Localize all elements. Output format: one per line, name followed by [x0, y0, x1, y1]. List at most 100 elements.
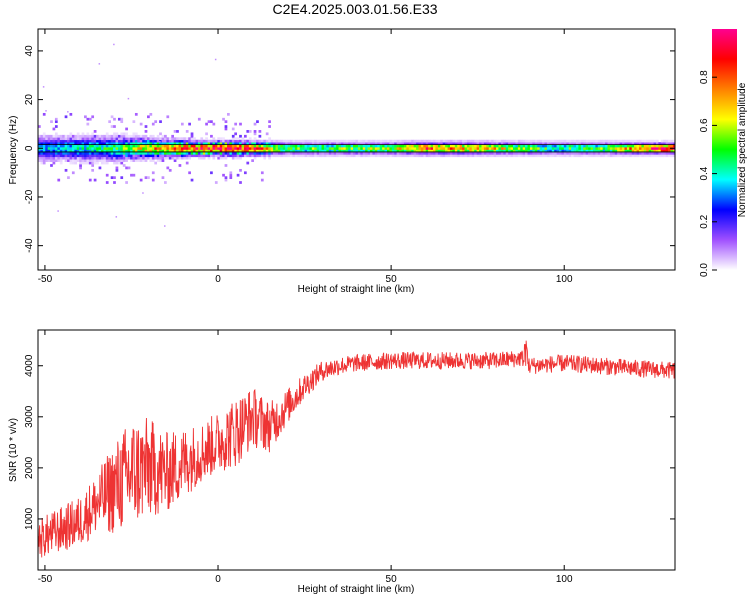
spectrogram-cell	[500, 151, 504, 155]
spectrogram-cell	[384, 154, 388, 158]
spectrogram-cell	[578, 144, 582, 148]
spectrogram-cell	[217, 147, 221, 150]
spectrogram-cell	[486, 147, 490, 150]
spectrogram-cell	[164, 142, 167, 145]
spectrogram-cell	[132, 142, 136, 145]
spectrogram-cell	[537, 144, 540, 148]
spectrogram-cell	[503, 151, 507, 155]
spectrogram-cell	[350, 144, 354, 148]
spectrogram-cell	[253, 130, 257, 133]
spectrogram-cell	[88, 144, 92, 148]
spectrogram-cell	[69, 132, 73, 136]
spectrogram-cell	[127, 134, 131, 138]
spectrogram-cell	[452, 154, 456, 158]
spectrogram-cell	[413, 144, 417, 148]
spectrogram-cell	[239, 122, 242, 126]
spectrogram-cell	[612, 154, 616, 158]
spectrogram-cell	[214, 139, 218, 143]
spectrogram-cell	[660, 144, 664, 148]
spectrogram-cell	[609, 144, 613, 148]
spectrogram-cell	[52, 159, 56, 162]
spectrogram-cell	[79, 151, 82, 155]
spectrogram-cell	[508, 144, 511, 148]
spectrogram-cell	[205, 132, 208, 136]
spectrogram-cell	[609, 147, 613, 150]
spectrogram-cell	[190, 132, 194, 136]
spectrogram-cell	[197, 151, 201, 155]
spectrogram-cell	[602, 139, 606, 143]
spectrogram-cell	[306, 142, 310, 145]
spectrogram-cell	[428, 149, 431, 153]
spectrogram-cell	[370, 151, 373, 155]
y-tick-label: 40	[24, 45, 35, 57]
spectrogram-cell	[241, 137, 245, 141]
spectrogram-cell	[529, 151, 533, 155]
spectrogram-cell	[544, 151, 548, 155]
spectrogram-cell	[69, 156, 73, 160]
spectrogram-cell	[651, 144, 654, 148]
spectrogram-cell	[280, 154, 284, 158]
spectrogram-cell	[98, 154, 102, 158]
spectrogram-cell	[646, 142, 649, 145]
spectrogram-cell	[445, 147, 448, 150]
spectrogram-cell	[115, 159, 119, 162]
spectrogram-cell	[420, 149, 424, 153]
spectrogram-cell	[178, 147, 182, 150]
spectrogram-cell	[122, 142, 126, 145]
spectrogram-cell	[120, 117, 124, 121]
spectrogram-cell	[130, 147, 133, 150]
spectrogram-cell	[253, 144, 257, 148]
spectrogram-cell	[231, 156, 235, 160]
spectrogram-cell	[437, 139, 441, 143]
spectrogram-cell	[474, 151, 477, 155]
spectrogram-cell	[93, 154, 97, 158]
spectrogram-cell	[50, 149, 53, 153]
spectrogram-cell	[231, 134, 235, 138]
spectrogram-cell	[265, 149, 269, 153]
spectrogram-cell	[658, 154, 662, 158]
spectrogram-cell	[534, 149, 538, 153]
spectrogram-cell	[154, 139, 158, 143]
spectrogram-cell	[539, 149, 543, 153]
spectrogram-cell	[275, 154, 279, 158]
spectrogram-cell	[580, 154, 584, 158]
spectrogram-cell	[260, 154, 264, 158]
spectrogram-cell	[93, 151, 97, 155]
spectrogram-cell	[54, 142, 58, 145]
spectrogram-cell	[217, 137, 221, 141]
spectrogram-cell	[445, 154, 448, 158]
spectrogram-cell	[219, 142, 223, 145]
spectrogram-cell	[159, 120, 162, 124]
spectrogram-cell	[59, 139, 63, 143]
spectrogram-cell	[394, 149, 397, 153]
spectrogram-cell	[430, 142, 434, 145]
spectrogram-cell	[592, 154, 596, 158]
spectrogram-cell	[670, 144, 674, 148]
spectrogram-cell	[663, 151, 666, 155]
spectrogram-cell	[134, 112, 138, 116]
spectrogram-cell	[435, 142, 439, 145]
spectrogram-cell	[668, 144, 671, 148]
spectrogram-cell	[367, 142, 371, 145]
spectrogram-cell	[433, 144, 436, 148]
spectrogram-cell	[483, 144, 487, 148]
spectrogram-cell	[304, 144, 308, 148]
spectrogram-cell	[190, 139, 194, 143]
spectrogram-cell	[459, 147, 463, 150]
spectrogram-cell	[566, 142, 570, 145]
spectrogram-cell	[331, 142, 334, 145]
spectrogram-cell	[401, 144, 405, 148]
spectrogram-cell	[277, 142, 281, 145]
spectrogram-cell	[643, 147, 647, 150]
spectrogram-cell	[282, 144, 286, 148]
spectrogram-cell	[214, 142, 218, 145]
spectrogram-cell	[183, 144, 187, 148]
spectrogram-cell	[481, 149, 485, 153]
spectrogram-cell	[236, 149, 240, 153]
spectrogram-cell	[304, 139, 308, 143]
spectrogram-cell	[636, 142, 640, 145]
spectrogram-cell	[319, 139, 322, 143]
spectrogram-cell	[670, 151, 674, 155]
spectrogram-cell	[101, 161, 104, 165]
spectrogram-cell	[510, 154, 514, 158]
